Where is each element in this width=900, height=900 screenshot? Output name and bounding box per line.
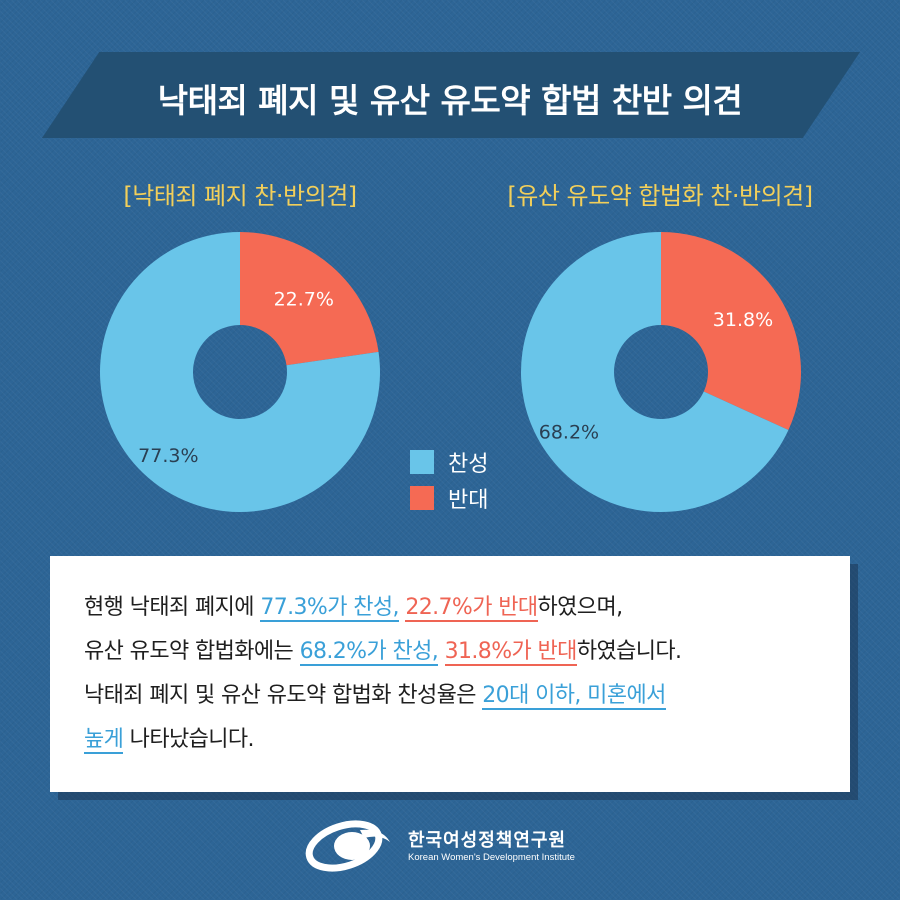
chart-title-abortion-pill: [유산 유도약 합법화 찬·반의견] <box>507 182 813 210</box>
pie-value-label-agree: 77.3% <box>138 445 198 467</box>
pie-value-label-disagree: 22.7% <box>274 288 334 310</box>
summary-line: 유산 유도약 합법화에는 68.2%가 찬성, 31.8%가 반대하였습니다. <box>84 630 824 674</box>
highlight-agree: 68.2%가 찬성, <box>299 639 439 666</box>
summary-line: 낙태죄 폐지 및 유산 유도약 합법화 찬성율은 20대 이하, 미혼에서 <box>84 674 824 718</box>
highlight-high: 높게 <box>84 727 124 754</box>
highlight-group: 20대 이하, 미혼에서 <box>482 683 666 710</box>
pie-slice-disagree <box>240 232 379 366</box>
summary-text-segment: 나타났습니다. <box>123 727 255 752</box>
highlight-disagree: 22.7%가 반대 <box>405 595 538 622</box>
kwdi-logo-icon <box>305 820 390 872</box>
pie-value-label-disagree: 31.8% <box>713 309 773 331</box>
summary-text-segment <box>438 639 444 664</box>
pie-value-label-agree: 68.2% <box>539 421 599 443</box>
pie-slice-disagree <box>661 232 801 431</box>
summary-line: 높게 나타났습니다. <box>84 718 824 762</box>
org-logo: 한국여성정책연구원 Korean Women's Development Ins… <box>302 820 602 880</box>
summary-text-segment: 유산 유도약 합법화에는 <box>84 639 300 664</box>
chart-legend: 찬성 반대 <box>410 444 488 516</box>
legend-swatch-disagree <box>410 486 434 510</box>
legend-item-agree: 찬성 <box>410 444 488 480</box>
legend-label-agree: 찬성 <box>448 452 489 477</box>
donut-chart-abortion-law: 22.7% 77.3% <box>100 232 380 512</box>
legend-label-disagree: 반대 <box>448 488 489 513</box>
highlight-agree: 77.3%가 찬성, <box>260 595 400 622</box>
summary-text: 현행 낙태죄 폐지에 77.3%가 찬성, 22.7%가 반대하였으며, 유산 … <box>84 586 824 762</box>
chart-title-abortion-law: [낙태죄 폐지 찬·반의견] <box>123 182 357 210</box>
legend-item-disagree: 반대 <box>410 480 488 516</box>
page-title: 낙태죄 폐지 및 유산 유도약 합법 찬반 의견 <box>157 81 743 120</box>
summary-text-segment: 낙태죄 폐지 및 유산 유도약 합법화 찬성율은 <box>84 683 483 708</box>
pie-slice-agree <box>100 232 380 512</box>
highlight-disagree: 31.8%가 반대 <box>444 639 577 666</box>
donut-chart-abortion-pill: 31.8% 68.2% <box>521 232 801 512</box>
summary-line: 현행 낙태죄 폐지에 77.3%가 찬성, 22.7%가 반대하였으며, <box>84 586 824 630</box>
summary-panel: 현행 낙태죄 폐지에 77.3%가 찬성, 22.7%가 반대하였으며, 유산 … <box>50 556 850 792</box>
pie-slice-agree <box>521 232 789 512</box>
summary-text-segment: 하였습니다. <box>576 639 682 664</box>
legend-swatch-agree <box>410 450 434 474</box>
summary-text-segment: 현행 낙태죄 폐지에 <box>84 595 261 620</box>
org-name-korean: 한국여성정책연구원 <box>408 830 567 851</box>
org-name-english: Korean Women's Development Institute <box>408 852 575 863</box>
title-banner <box>42 52 860 138</box>
summary-text-segment: 하였으며, <box>537 595 624 620</box>
